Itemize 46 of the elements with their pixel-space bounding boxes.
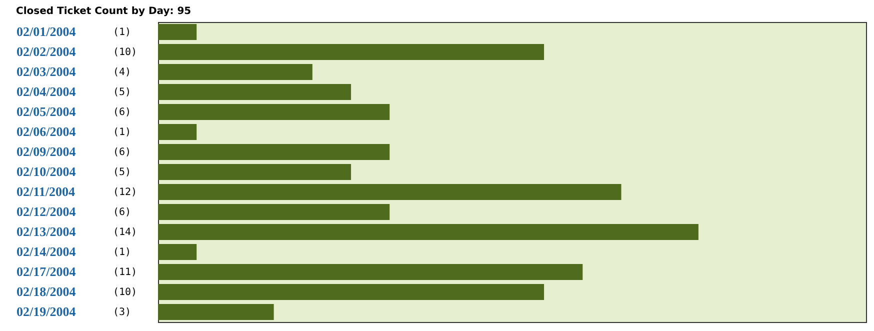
data-label: (5): [113, 87, 132, 98]
bar: [158, 44, 544, 60]
data-label: (1): [113, 27, 132, 38]
y-tick-label: 02/03/2004: [16, 64, 76, 79]
data-label: (3): [113, 307, 132, 318]
data-label: (6): [113, 147, 132, 158]
y-tick-label: 02/04/2004: [16, 84, 76, 99]
y-tick-label: 02/19/2004: [16, 304, 76, 319]
data-label: (6): [113, 207, 132, 218]
y-tick-label: 02/11/2004: [16, 184, 76, 199]
data-label: (5): [113, 167, 132, 178]
data-label: (6): [113, 107, 132, 118]
y-tick-label: 02/14/2004: [16, 244, 76, 259]
data-label: (10): [113, 47, 138, 58]
data-label: (4): [113, 67, 132, 78]
bar: [158, 284, 544, 300]
bar: [158, 164, 352, 180]
bar: [158, 264, 583, 280]
bar: [158, 104, 390, 120]
bar: [158, 244, 197, 260]
y-tick-label: 02/18/2004: [16, 284, 76, 299]
y-tick-label: 02/09/2004: [16, 144, 76, 159]
data-label: (1): [113, 247, 132, 258]
bar: [158, 64, 312, 80]
y-tick-label: 02/06/2004: [16, 124, 76, 139]
y-tick-label: 02/05/2004: [16, 104, 76, 119]
bar: [158, 84, 352, 100]
y-tick-label: 02/10/2004: [16, 164, 76, 179]
data-label: (11): [113, 267, 138, 278]
y-tick-label: 02/02/2004: [16, 44, 76, 59]
chart-title: Closed Ticket Count by Day: 95: [16, 6, 192, 17]
bar: [158, 204, 390, 220]
data-label: (12): [113, 187, 138, 198]
bar: [158, 184, 622, 200]
bar: [158, 304, 274, 320]
y-tick-label: 02/13/2004: [16, 224, 76, 239]
bar: [158, 144, 390, 160]
data-label: (10): [113, 287, 138, 298]
bar: [158, 224, 698, 240]
data-label: (1): [113, 127, 132, 138]
y-tick-label: 02/12/2004: [16, 204, 76, 219]
bar: [158, 124, 197, 140]
bar: [158, 24, 197, 40]
y-tick-label: 02/01/2004: [16, 24, 76, 39]
data-label: (14): [113, 227, 138, 238]
y-tick-label: 02/17/2004: [16, 264, 76, 279]
